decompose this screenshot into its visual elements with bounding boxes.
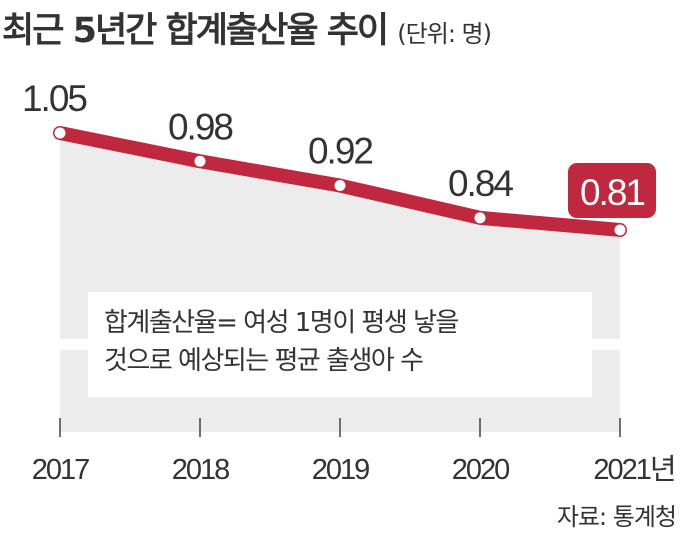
x-tick-label: 2020 xyxy=(452,454,509,486)
data-label: 0.81 xyxy=(580,172,644,213)
title-text: 최근 5년간 합계출산율 추이 xyxy=(2,11,389,51)
data-point xyxy=(334,180,346,192)
x-tick-label: 2017 xyxy=(32,454,89,486)
chart-title: 최근 5년간 합계출산율 추이 (단위: 명) xyxy=(2,2,492,53)
source-label: 자료: 통계청 xyxy=(556,503,677,531)
data-point xyxy=(614,224,626,236)
data-label: 0.84 xyxy=(448,163,513,204)
x-tick-label: 2019 xyxy=(312,454,369,486)
data-point xyxy=(194,155,206,167)
data-label: 0.92 xyxy=(308,131,372,172)
data-label: 1.05 xyxy=(22,78,87,119)
definition-note: 합계출산율= 여성 1명이 평생 낳을 것으로 예상되는 평균 출생아 수 xyxy=(88,292,592,397)
unit-label: (단위: 명) xyxy=(397,20,492,48)
data-point xyxy=(474,212,486,224)
x-tick-label: 2018 xyxy=(172,454,229,486)
highlight-label-box xyxy=(568,163,656,218)
data-label: 0.98 xyxy=(168,106,232,147)
x-tick-label: 2021년 xyxy=(593,454,674,486)
data-point xyxy=(54,127,66,139)
note-line-2: 것으로 예상되는 평균 출생아 수 xyxy=(104,346,424,376)
note-line-1: 합계출산율= 여성 1명이 평생 낳을 xyxy=(104,308,459,338)
